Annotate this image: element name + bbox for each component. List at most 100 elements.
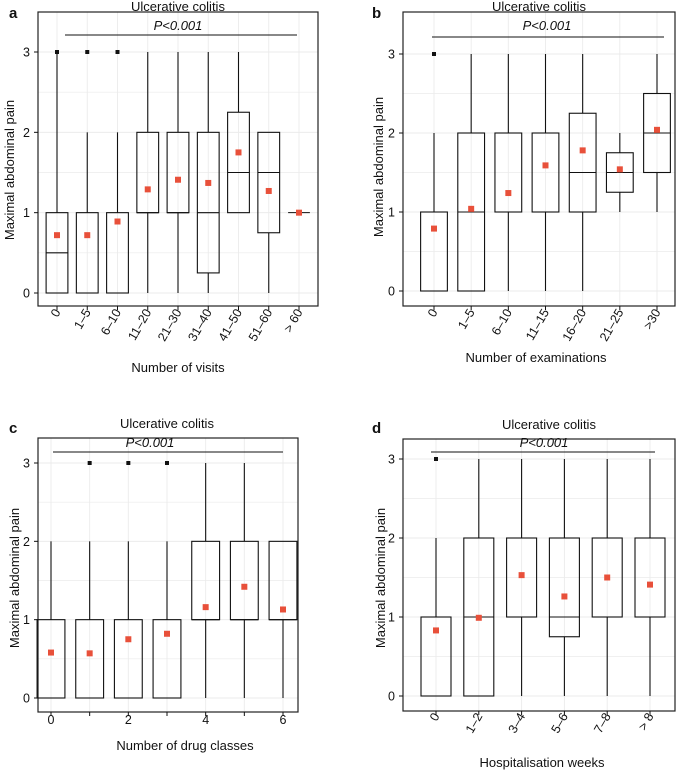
y-axis-label: Maximal abdominal pain — [7, 508, 22, 648]
box-2 — [506, 459, 538, 715]
panel-label: d — [372, 420, 381, 437]
x-tick-label: 31–40 — [185, 306, 215, 343]
mean-marker — [616, 166, 623, 173]
plot-area — [403, 439, 675, 711]
panel-b: b Ulcerative colitis P<0.001 0 1 2 3 Maximal ab… — [371, 0, 676, 365]
y-tick-label: 2 — [388, 127, 395, 141]
mean-marker — [604, 574, 611, 581]
p-value-annotation: P<0.001 — [154, 18, 203, 33]
y-tick-label: 1 — [23, 613, 30, 627]
box-6 — [227, 52, 250, 310]
mean-marker — [475, 614, 482, 621]
y-axis: 0 1 2 3 — [23, 457, 38, 706]
panel-label: c — [9, 420, 17, 437]
x-tick-label: 6 — [280, 713, 287, 727]
x-tick-label: 0 — [427, 710, 443, 723]
y-tick-label: 2 — [388, 532, 395, 546]
plot-area — [38, 438, 298, 712]
chart-title: Ulcerative colitis — [492, 0, 586, 14]
x-tick-label: 7–8 — [591, 710, 614, 735]
box-3 — [531, 54, 560, 310]
box-iqr — [548, 537, 580, 638]
panel-d: d Ulcerative colitis P<0.001 0 1 2 3 Maximal ab… — [372, 417, 676, 770]
p-value-annotation: P<0.001 — [523, 18, 572, 33]
mean-marker — [579, 147, 586, 154]
y-tick-label: 0 — [23, 287, 30, 301]
y-tick-label: 3 — [23, 457, 30, 471]
x-tick-label: 11–15 — [523, 306, 552, 342]
outlier-point — [434, 457, 438, 461]
y-tick-label: 3 — [388, 48, 395, 62]
outlier-point — [165, 461, 169, 465]
x-tick-label: 0 — [48, 713, 55, 727]
box-1 — [457, 54, 486, 310]
mean-marker — [431, 225, 437, 232]
box-4 — [591, 459, 623, 715]
outlier-point — [87, 461, 92, 465]
box-1 — [75, 50, 99, 310]
outlier-point — [126, 461, 131, 465]
chart-title: Ulcerative colitis — [502, 417, 596, 432]
box-3 — [548, 459, 580, 715]
box-iqr — [227, 111, 250, 214]
x-tick-label: 6–10 — [98, 306, 124, 337]
x-tick-label: 0 — [48, 306, 64, 319]
y-tick-label: 2 — [23, 535, 30, 549]
plot-frame — [37, 437, 299, 713]
mean-marker — [54, 232, 60, 239]
mean-marker — [518, 572, 525, 579]
x-tick-label: > 8 — [636, 710, 657, 732]
mean-marker — [561, 593, 568, 600]
y-axis-label: Maximal abdominal pain — [373, 508, 388, 648]
chart-title: Ulcerative colitis — [120, 416, 214, 431]
box-3 — [136, 52, 160, 310]
mean-marker — [202, 604, 209, 611]
x-tick-label: 3–4 — [506, 710, 529, 735]
mean-marker — [114, 218, 121, 225]
box-5 — [634, 459, 666, 715]
x-tick-label: >30 — [641, 306, 664, 331]
box-iqr — [568, 112, 597, 213]
box-0 — [420, 457, 452, 715]
x-axis: 0 1–5 6–10 11–15 16–20 21–25 >30 — [425, 306, 664, 343]
y-axis: 0 1 2 3 — [23, 46, 38, 301]
mean-marker — [241, 583, 248, 590]
x-tick-label: 21–25 — [597, 306, 627, 343]
x-axis-label: Number of examinations — [466, 350, 607, 365]
x-axis-label: Number of visits — [131, 360, 225, 375]
x-tick-label: 51–60 — [246, 306, 276, 343]
panel-label: b — [372, 5, 381, 22]
mean-marker — [647, 581, 653, 588]
outlier-point — [85, 50, 90, 54]
y-tick-label: 1 — [23, 206, 30, 220]
x-axis-label: Number of drug classes — [116, 738, 254, 753]
mean-marker — [265, 187, 272, 194]
x-axis: 0 1–2 3–4 5–6 7–8 > 8 — [427, 710, 657, 735]
box-series — [420, 52, 671, 310]
y-tick-label: 1 — [388, 611, 395, 625]
p-value-annotation: P<0.001 — [126, 435, 175, 450]
x-tick-label: 0 — [425, 306, 441, 319]
mean-marker — [144, 186, 151, 193]
box-5 — [196, 52, 220, 310]
x-axis: 0 1–5 6–10 11–20 21–30 31–40 41–50 51–60 > 60 — [48, 306, 306, 343]
y-axis: 0 1 2 3 — [388, 453, 403, 704]
mean-marker — [433, 627, 439, 634]
box-series — [420, 457, 666, 715]
box-series — [45, 50, 310, 310]
x-tick-label: 5–6 — [548, 710, 571, 735]
box-4 — [191, 463, 221, 716]
y-tick-label: 2 — [23, 126, 30, 140]
box-iqr — [257, 131, 281, 234]
x-tick-label: 4 — [202, 713, 209, 727]
mean-marker — [468, 205, 475, 212]
mean-marker — [654, 126, 660, 133]
x-tick-label: 2 — [125, 713, 132, 727]
mean-marker — [205, 179, 212, 186]
box-2 — [106, 50, 129, 310]
box-0 — [36, 541, 66, 716]
x-tick-label: 1–5 — [71, 306, 94, 331]
box-0 — [45, 50, 69, 310]
panel-label: a — [9, 5, 18, 22]
